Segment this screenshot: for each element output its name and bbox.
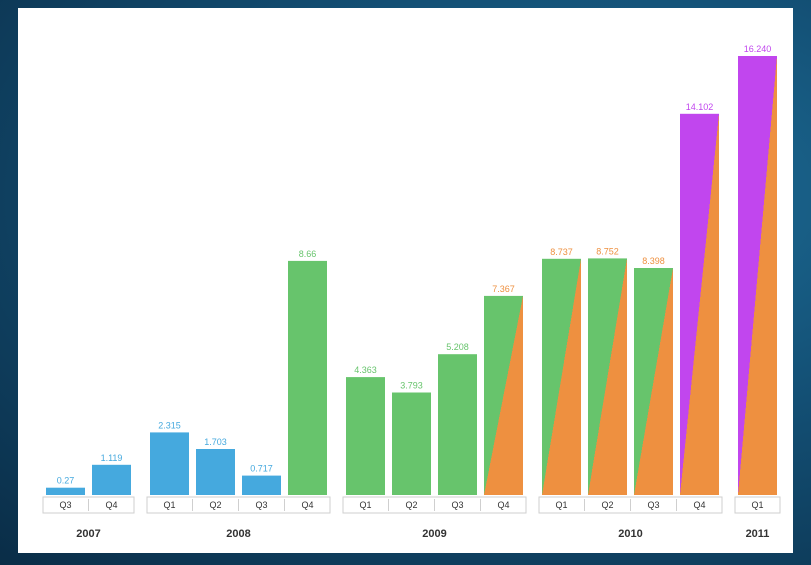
bar-2008-q4 <box>288 260 327 495</box>
bar-2008-q1 <box>150 432 189 495</box>
data-label-2010-q4: 14.102 <box>686 102 714 112</box>
data-label-2008-q1: 2.315 <box>158 420 181 430</box>
data-label-2007-q3: 0.27 <box>57 476 75 486</box>
quarter-label-2009-q3: Q3 <box>451 500 463 510</box>
quarter-label-2009-q1: Q1 <box>359 500 371 510</box>
chart-panel: 0.27 1.119 2.315 1.703 0.717 8.66 4.363 3.793 5.… <box>18 8 793 553</box>
data-label-2008-q3: 0.717 <box>250 464 273 474</box>
year-label-2009: 2009 <box>422 528 446 540</box>
year-label-2010: 2010 <box>618 528 642 540</box>
quarterly-bar-chart: 0.27 1.119 2.315 1.703 0.717 8.66 4.363 3.793 5.… <box>42 44 781 540</box>
quarter-group-box-2011 <box>734 496 781 514</box>
quarter-label-2009-q2: Q2 <box>405 500 417 510</box>
quarter-label-2009-q4: Q4 <box>497 500 509 510</box>
data-label-2011-q1: 16.240 <box>744 44 772 54</box>
data-label-2008-q4: 8.66 <box>299 249 317 259</box>
quarter-label-2008-q3: Q3 <box>255 500 267 510</box>
data-label-2009-q1: 4.363 <box>354 365 377 375</box>
data-label-2007-q4: 1.119 <box>101 453 123 463</box>
bar-2009-q3 <box>438 354 477 495</box>
quarter-group-box-2008 <box>146 496 331 514</box>
bar-2009-q1 <box>346 377 385 495</box>
quarter-group-box-2010 <box>538 496 723 514</box>
bar-2008-q3 <box>242 475 281 495</box>
bar-2008-q2 <box>196 449 235 495</box>
quarter-label-2007-q4: Q4 <box>105 500 117 510</box>
quarter-label-2008-q2: Q2 <box>209 500 221 510</box>
quarter-label-2010-q4: Q4 <box>693 500 705 510</box>
year-label-2011: 2011 <box>746 528 770 540</box>
bar-2010-q3 <box>634 268 673 495</box>
quarter-label-2010-q2: Q2 <box>601 500 613 510</box>
quarter-group-box-2009 <box>342 496 527 514</box>
year-label-2007: 2007 <box>76 528 100 540</box>
quarter-label-2007-q3: Q3 <box>59 500 71 510</box>
bar-2010-q4 <box>680 113 719 496</box>
bar-2009-q4 <box>484 295 523 495</box>
data-label-2009-q3: 5.208 <box>446 342 469 352</box>
data-label-2010-q2: 8.752 <box>596 246 619 256</box>
bar-2007-q4 <box>92 464 131 495</box>
year-label-2008: 2008 <box>226 528 250 540</box>
bar-2010-q1 <box>542 258 581 495</box>
quarter-group-box-2007 <box>42 496 135 514</box>
data-label-2009-q2: 3.793 <box>400 381 423 391</box>
data-label-2008-q2: 1.703 <box>204 437 227 447</box>
bar-2011-q1 <box>738 56 777 495</box>
bar-2010-q2 <box>588 258 627 495</box>
quarter-axis: Q3 Q4 2007 Q1 Q2 Q3 Q4 2008 Q1 Q2 Q3 Q4 2009 Q1 Q2 Q3 Q4… <box>42 496 781 540</box>
quarter-label-2008-q1: Q1 <box>163 500 175 510</box>
bar-2007-q3 <box>46 487 85 495</box>
quarter-label-2011-q1: Q1 <box>751 500 763 510</box>
data-label-2009-q4: 7.367 <box>492 284 515 294</box>
data-label-2010-q1: 8.737 <box>550 247 573 257</box>
bars-layer: 0.27 1.119 2.315 1.703 0.717 8.66 4.363 3.793 5.… <box>46 44 777 496</box>
data-label-2010-q3: 8.398 <box>642 256 665 266</box>
quarter-label-2008-q4: Q4 <box>301 500 313 510</box>
quarter-label-2010-q3: Q3 <box>647 500 659 510</box>
quarter-label-2010-q1: Q1 <box>555 500 567 510</box>
bar-2009-q2 <box>392 392 431 495</box>
